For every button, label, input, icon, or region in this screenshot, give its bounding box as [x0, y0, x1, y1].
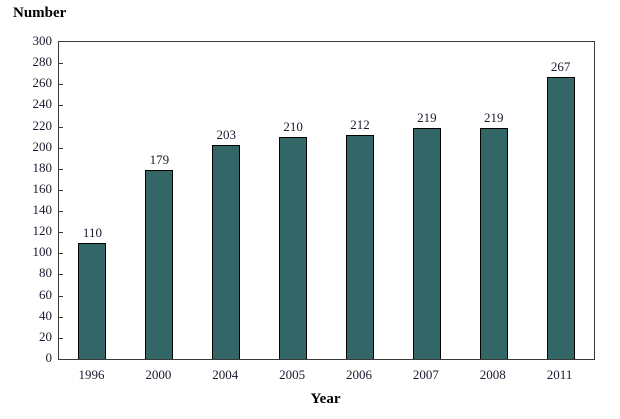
bar-2007	[412, 127, 441, 359]
y-tick-mark	[59, 253, 63, 255]
y-tick-label: 280	[32, 54, 53, 70]
bar-2004	[212, 144, 241, 359]
bar-2006	[345, 135, 374, 359]
y-tick-label: 20	[39, 328, 52, 344]
x-axis-title: Year	[310, 391, 341, 407]
x-tick-label: 2005	[279, 367, 306, 382]
x-tick-label: 2004	[212, 367, 239, 382]
bar-1996	[78, 242, 107, 359]
y-tick-label: 40	[39, 307, 52, 323]
x-tick-label: 2011	[546, 367, 573, 382]
y-tick-label: 0	[45, 350, 53, 365]
bar-2011	[546, 76, 575, 359]
y-tick-label: 240	[32, 96, 53, 112]
y-axis: 0 20 40 60 80 100 120 140 160 180 200 220 240 260 280 3…	[0, 33, 53, 365]
y-tick-label: 220	[32, 117, 53, 133]
y-tick-label: 160	[32, 180, 53, 196]
x-tick-label: 2006	[345, 367, 372, 382]
x-tick-label: 2007	[412, 367, 439, 382]
bar-value-label: 267	[550, 58, 571, 74]
y-tick-mark	[59, 189, 63, 191]
y-tick-label: 80	[39, 265, 52, 281]
y-tick-mark	[59, 232, 63, 234]
y-axis-title: Number	[13, 5, 67, 21]
y-tick-mark	[59, 126, 63, 128]
y-tick-label: 140	[32, 202, 53, 218]
bar-value-label: 212	[350, 117, 370, 132]
bar-value-label: 179	[149, 151, 170, 167]
y-tick-mark	[59, 84, 63, 86]
y-tick-mark	[59, 337, 63, 339]
bar-2005	[279, 137, 308, 359]
bar-value-label: 219	[417, 109, 437, 125]
y-tick-mark	[59, 147, 63, 149]
y-tick-mark	[59, 63, 63, 65]
y-tick-label: 260	[32, 75, 53, 91]
bar-value-label: 219	[483, 109, 504, 125]
y-tick-mark	[59, 274, 63, 276]
y-tick-mark	[59, 316, 63, 318]
bar-2000	[145, 169, 174, 359]
y-tick-mark	[59, 105, 63, 107]
plot-area: 110 179 203 210 212 219 219 267	[58, 41, 595, 360]
y-tick-mark	[59, 168, 63, 170]
bar-value-label: 210	[283, 119, 303, 135]
y-tick-label: 100	[32, 244, 53, 260]
y-tick-mark	[59, 211, 63, 213]
y-tick-label: 200	[32, 138, 53, 154]
y-tick-label: 180	[32, 159, 53, 175]
bar-value-label: 110	[82, 224, 102, 240]
y-tick-label: 300	[32, 33, 53, 48]
y-tick-mark	[59, 295, 63, 297]
bar-2008	[479, 127, 508, 359]
x-tick-label: 1996	[78, 367, 105, 382]
bar-value-label: 203	[216, 126, 236, 142]
y-tick-label: 120	[32, 223, 53, 239]
y-tick-label: 60	[39, 286, 52, 302]
x-tick-label: 2008	[479, 367, 506, 382]
x-tick-label: 2000	[145, 367, 172, 382]
